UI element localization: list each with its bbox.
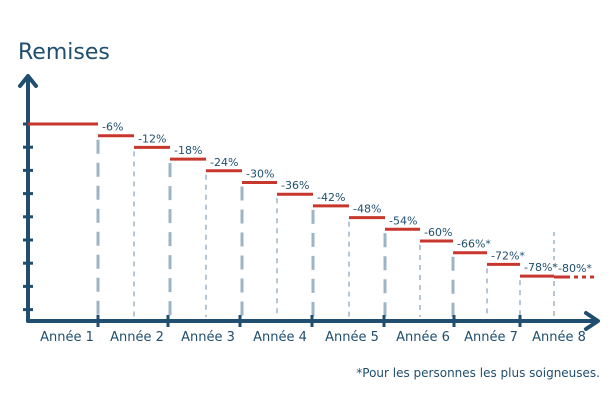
step-label: -48% — [353, 203, 381, 216]
x-axis-arrow — [584, 311, 600, 331]
step-label: -18% — [174, 144, 202, 157]
axes — [18, 74, 600, 331]
step-label: -24% — [210, 156, 238, 169]
x-tick-label: Année 3 — [181, 330, 235, 345]
x-tick-label: Année 8 — [532, 330, 586, 345]
step-label: -36% — [281, 179, 309, 192]
footnote: *Pour les personnes les plus soigneuses. — [356, 366, 600, 380]
step-label: -60% — [424, 226, 452, 239]
step-label: -72%* — [491, 249, 525, 262]
step-label: -12% — [138, 132, 166, 145]
step-label: -30% — [246, 168, 274, 181]
step-labels: -6%-12%-18%-24%-30%-36%-42%-48%-54%-60%-… — [102, 121, 592, 275]
step-label: -42% — [317, 191, 345, 204]
step-label: -54% — [389, 214, 417, 227]
x-tick-label: Année 6 — [396, 330, 450, 345]
x-tick-label: Année 5 — [325, 330, 379, 345]
chart-title: Remises — [18, 40, 110, 65]
x-tick-label: Année 2 — [110, 330, 164, 345]
step-series — [28, 122, 598, 279]
x-tick-label: Année 7 — [464, 330, 518, 345]
guide-lines — [96, 139, 555, 317]
step-label: -66%* — [457, 238, 491, 251]
step-label: -80%* — [558, 262, 592, 275]
x-tick-labels: Année 1 Année 2 Année 3 Année 4 Année 5 Année… — [40, 330, 586, 345]
x-tick-label: Année 1 — [40, 330, 94, 345]
x-tick-label: Année 4 — [253, 330, 307, 345]
step-label: -6% — [102, 121, 123, 134]
step-label: -78%* — [524, 261, 558, 274]
y-axis-arrow — [18, 74, 38, 88]
